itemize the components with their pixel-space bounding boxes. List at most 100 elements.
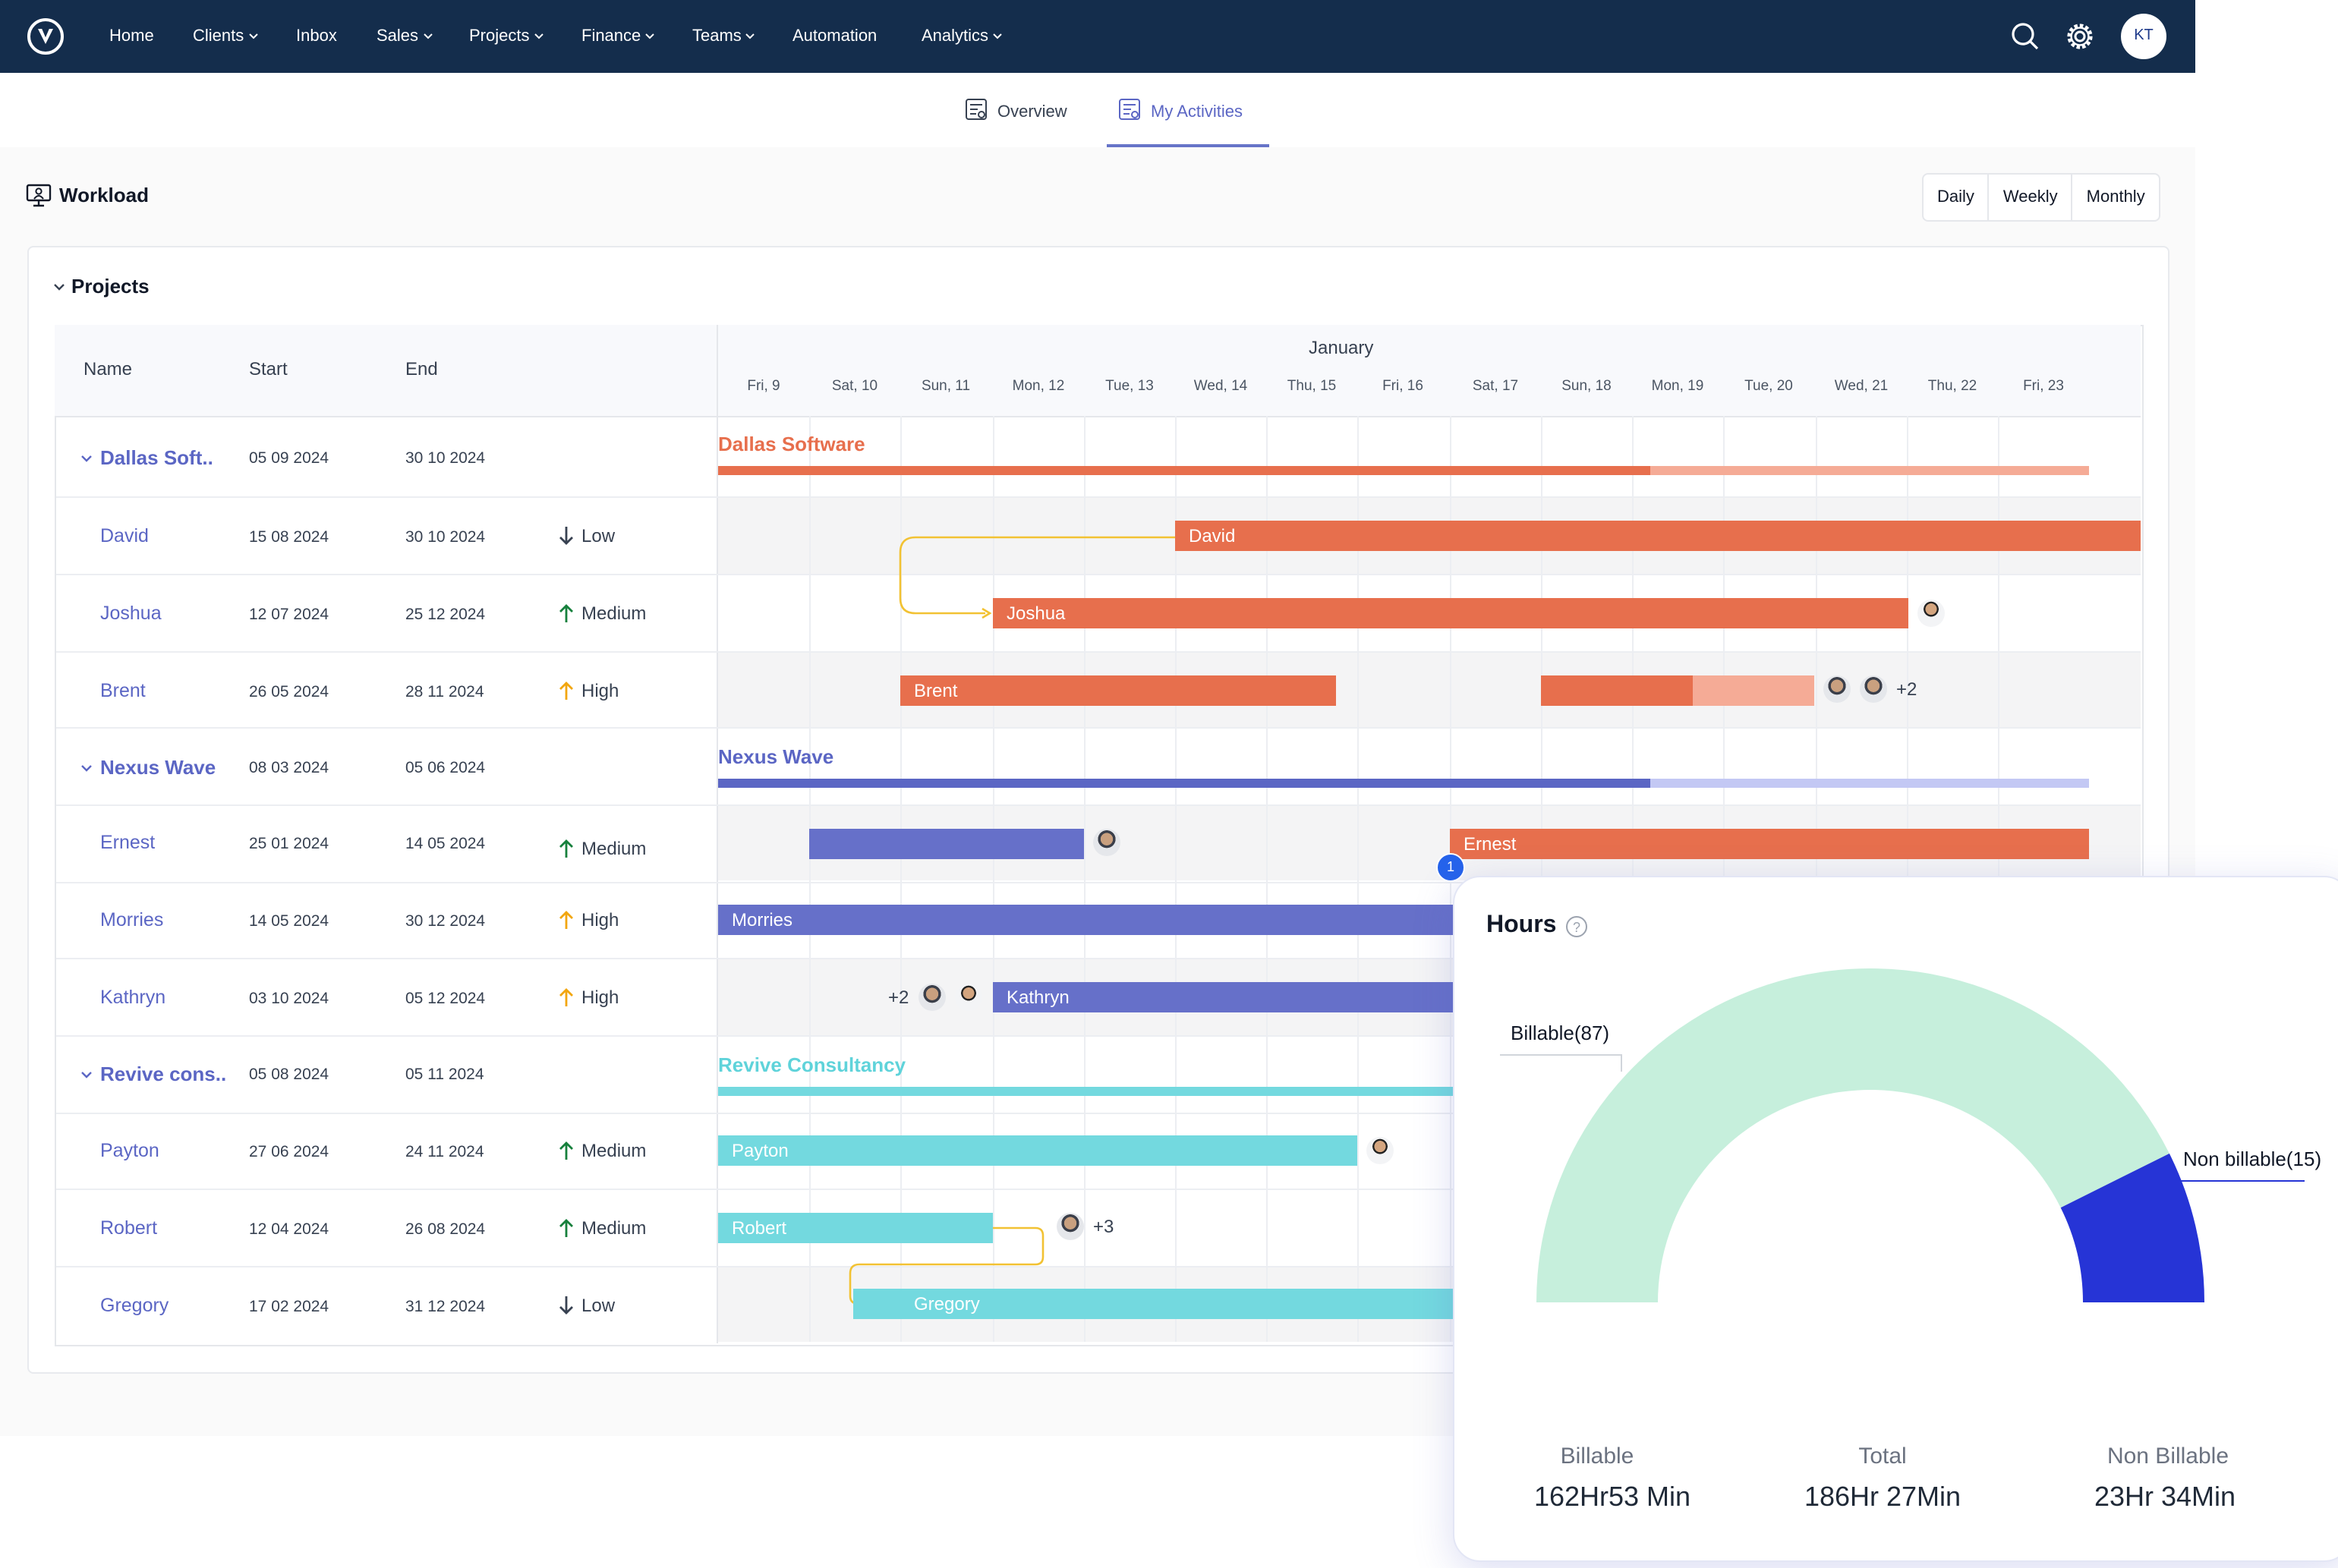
nav-automation[interactable]: Automation bbox=[792, 27, 878, 46]
assignee-avatar[interactable] bbox=[1860, 675, 1887, 703]
member-name[interactable]: David bbox=[100, 525, 149, 546]
day-label: Fri, 9 bbox=[747, 378, 780, 395]
nav-inbox[interactable]: Inbox bbox=[296, 27, 337, 46]
task-bar-segment[interactable] bbox=[809, 829, 1084, 859]
priority-label: Medium bbox=[581, 1140, 647, 1161]
task-bar-segment[interactable] bbox=[1541, 675, 1693, 706]
table-row bbox=[56, 651, 2141, 729]
header-start: Start bbox=[249, 358, 288, 379]
help-icon[interactable]: ? bbox=[1565, 915, 1588, 938]
priority-label: Medium bbox=[581, 1217, 647, 1239]
expand-chevron-icon[interactable] bbox=[80, 454, 93, 463]
assignee-avatar[interactable] bbox=[1366, 1137, 1394, 1164]
task-bar[interactable]: Joshua bbox=[993, 598, 1908, 628]
overview-icon bbox=[966, 99, 987, 120]
start-date: 17 02 2024 bbox=[249, 1298, 329, 1316]
grid-line bbox=[1357, 416, 1359, 1342]
member-name[interactable]: Gregory bbox=[100, 1295, 169, 1316]
assignee-avatar[interactable] bbox=[1823, 675, 1851, 703]
day-label: Wed, 21 bbox=[1834, 378, 1889, 395]
gear-icon[interactable] bbox=[2065, 21, 2095, 52]
extra-assignees-count[interactable]: +2 bbox=[888, 987, 909, 1008]
end-date: 05 12 2024 bbox=[405, 990, 486, 1008]
member-name[interactable]: Robert bbox=[100, 1217, 158, 1239]
task-bar[interactable]: Payton bbox=[718, 1135, 1357, 1166]
active-tab-indicator bbox=[1107, 144, 1269, 147]
task-bar[interactable]: Gregory bbox=[853, 1289, 1453, 1319]
priority-label: Low bbox=[581, 525, 616, 546]
arrow-up-icon bbox=[559, 1141, 573, 1160]
extra-assignees-count[interactable]: +2 bbox=[1896, 679, 1917, 700]
member-name[interactable]: Ernest bbox=[100, 832, 156, 853]
project-name[interactable]: Nexus Wave bbox=[100, 756, 216, 779]
extra-assignees-count[interactable]: +3 bbox=[1093, 1216, 1114, 1237]
milestone-marker[interactable]: 1 bbox=[1436, 853, 1465, 882]
day-label: Sun, 11 bbox=[921, 378, 971, 395]
nav-finance[interactable]: Finance bbox=[581, 24, 654, 49]
task-bar[interactable]: Robert bbox=[718, 1213, 993, 1243]
chevron-down-icon bbox=[993, 33, 1002, 39]
collapse-chevron-icon[interactable] bbox=[53, 282, 65, 291]
start-date: 25 01 2024 bbox=[249, 835, 329, 853]
period-weekly-button[interactable]: Weekly bbox=[1990, 175, 2073, 220]
expand-chevron-icon[interactable] bbox=[80, 1070, 93, 1079]
task-bar[interactable]: David bbox=[1175, 521, 2141, 551]
task-bar[interactable]: Morries bbox=[718, 905, 1453, 935]
header-name: Name bbox=[84, 358, 133, 379]
table-row bbox=[56, 1190, 2141, 1267]
task-bar[interactable]: Kathryn bbox=[993, 982, 1453, 1012]
start-date: 14 05 2024 bbox=[249, 912, 329, 930]
member-name[interactable]: Payton bbox=[100, 1140, 159, 1161]
hours-card: Hours ? Billable(87) Non billable(15) Bi… bbox=[1453, 876, 2338, 1562]
start-date: 03 10 2024 bbox=[249, 990, 329, 1008]
task-bar[interactable]: Brent bbox=[900, 675, 1336, 706]
stat-non-billable-label: Non Billable bbox=[2106, 1444, 2229, 1469]
tab-my-activities[interactable]: My Activities bbox=[1117, 97, 1269, 128]
assignee-avatar[interactable] bbox=[1917, 600, 1945, 627]
end-date: 25 12 2024 bbox=[405, 606, 486, 624]
assignee-avatar[interactable] bbox=[955, 984, 982, 1011]
nav-projects[interactable]: Projects bbox=[469, 24, 544, 49]
project-name[interactable]: Dallas Soft.. bbox=[100, 446, 213, 469]
grid-line bbox=[1266, 416, 1268, 1342]
day-label: Tue, 20 bbox=[1744, 378, 1793, 395]
tab-overview[interactable]: Overview bbox=[964, 97, 1086, 128]
nav-home[interactable]: Home bbox=[109, 27, 154, 46]
task-bar[interactable]: Ernest bbox=[1450, 829, 2089, 859]
user-avatar[interactable]: KT bbox=[2121, 14, 2166, 59]
member-name[interactable]: Kathryn bbox=[100, 987, 166, 1008]
search-icon[interactable] bbox=[2010, 21, 2040, 52]
member-name[interactable]: Brent bbox=[100, 680, 146, 701]
projects-section-title: Projects bbox=[71, 275, 150, 298]
expand-chevron-icon[interactable] bbox=[80, 764, 93, 773]
day-label: Fri, 16 bbox=[1382, 378, 1423, 395]
nav-analytics[interactable]: Analytics bbox=[922, 24, 1002, 49]
arrow-up-icon bbox=[559, 839, 573, 858]
app-logo[interactable] bbox=[27, 18, 64, 55]
tab-my-activities-label: My Activities bbox=[1151, 103, 1243, 121]
group-bar-label: Revive Consultancy bbox=[718, 1053, 906, 1076]
gauge-segment-non-billable[interactable] bbox=[2060, 1153, 2204, 1302]
nav-sales[interactable]: Sales bbox=[377, 24, 432, 49]
group-progress-bar bbox=[718, 466, 1650, 475]
assignee-avatar[interactable] bbox=[918, 984, 946, 1011]
assignee-avatar[interactable] bbox=[1057, 1213, 1084, 1240]
period-monthly-button[interactable]: Monthly bbox=[2086, 188, 2145, 206]
table-row bbox=[56, 959, 2141, 1037]
period-daily-button[interactable]: Daily bbox=[1924, 175, 1990, 220]
nav-teams[interactable]: Teams bbox=[692, 24, 755, 49]
chevron-down-icon bbox=[746, 33, 755, 39]
priority-label: High bbox=[581, 987, 619, 1008]
start-date: 15 08 2024 bbox=[249, 528, 329, 546]
nav-clients[interactable]: Clients bbox=[193, 24, 257, 49]
member-name[interactable]: Joshua bbox=[100, 603, 162, 624]
start-date: 05 09 2024 bbox=[249, 449, 329, 468]
task-bar-remaining[interactable] bbox=[1693, 675, 1814, 706]
gauge-segment-billable[interactable] bbox=[1536, 968, 2169, 1302]
arrow-down-icon bbox=[559, 1296, 573, 1315]
member-name[interactable]: Morries bbox=[100, 909, 164, 930]
period-toggle: Daily Weekly Monthly bbox=[1922, 173, 2160, 222]
project-name[interactable]: Revive cons.. bbox=[100, 1063, 227, 1085]
assignee-avatar[interactable] bbox=[1093, 829, 1120, 856]
